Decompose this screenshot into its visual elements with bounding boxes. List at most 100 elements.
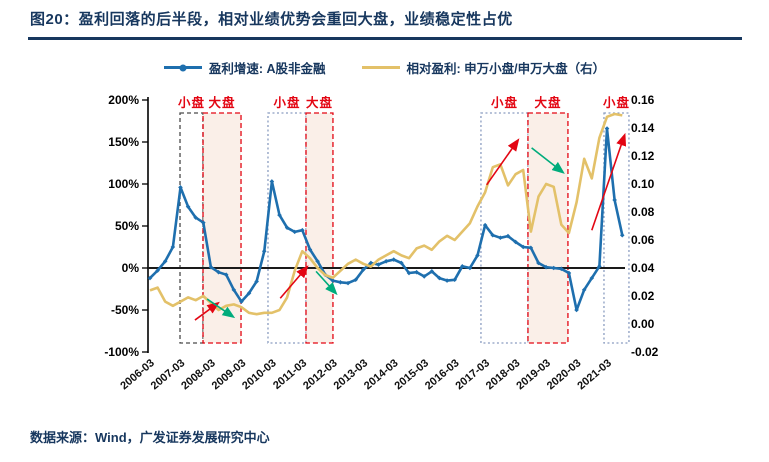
left-axis-tick-label: -100% (104, 345, 139, 359)
right-axis-tick-label: 0.16 (631, 93, 655, 107)
region-box (480, 112, 529, 344)
profit-growth-marker (520, 244, 526, 250)
profit-growth-marker (551, 265, 557, 271)
left-axis-tick-label: 0% (122, 261, 140, 275)
right-axis-tick-label: 0.06 (631, 233, 655, 247)
profit-growth-marker (437, 275, 442, 281)
profit-growth-marker (178, 185, 183, 190)
profit-growth-marker (170, 244, 176, 250)
region-box (179, 112, 204, 344)
profit-growth-marker (505, 233, 511, 239)
right-axis-tick-label: 0.00 (631, 317, 655, 331)
profit-growth-marker (155, 268, 160, 273)
profit-growth-marker (421, 274, 427, 279)
profit-growth-marker (254, 279, 259, 284)
profit-growth-marker (147, 275, 153, 281)
left-axis-tick-label: 100% (108, 177, 139, 191)
trend-arrow-red (591, 132, 627, 231)
right-axis-tick-label: 0.12 (631, 149, 655, 163)
profit-growth-marker (353, 277, 358, 283)
legend-item-1: 相对盈利: 申万小盘/申万大盘（右） (361, 58, 606, 77)
trend-arrow-red (486, 138, 520, 186)
region-box (527, 112, 569, 344)
profit-growth-marker (475, 253, 480, 258)
profit-growth-marker (452, 277, 457, 283)
x-axis-tick-label: 2010-03 (240, 357, 279, 392)
profit-growth-marker (261, 248, 267, 254)
profit-growth-marker (490, 232, 496, 238)
data-source: 数据来源：Wind，广发证券发展研究中心 (30, 430, 270, 445)
region-label: 小盘 (177, 95, 205, 110)
right-axis-tick-label: 0.10 (631, 177, 655, 191)
title-divider (28, 37, 742, 40)
trend-arrow-green (206, 298, 236, 319)
right-axis-tick-label: -0.02 (631, 345, 659, 359)
profit-growth-marker (597, 264, 602, 269)
right-axis-tick-label: 0.04 (631, 261, 655, 275)
legend-line-swatch (361, 66, 400, 69)
profit-growth-marker (399, 260, 404, 266)
profit-growth-marker (300, 227, 305, 233)
region-label: 大盘 (534, 95, 561, 110)
profit-growth-marker (482, 222, 488, 228)
x-axis-tick-label: 2021-03 (575, 357, 614, 392)
legend-item-0: 盈利增速: A股非金融 (163, 58, 326, 77)
left-axis-tick-label: 200% (108, 93, 139, 107)
right-axis-tick-label: 0.08 (631, 205, 655, 219)
profit-growth-marker (201, 220, 206, 225)
profit-growth-marker (589, 275, 595, 281)
profit-growth-marker (391, 257, 397, 262)
right-axis-tick-label: 0.14 (631, 121, 655, 135)
trend-arrow-green (531, 147, 565, 174)
profit-growth-marker (368, 260, 374, 266)
profit-growth-marker (528, 245, 534, 251)
profit-growth-marker (307, 247, 313, 252)
region-label: 大盘 (306, 95, 333, 110)
profit-growth-marker (360, 267, 366, 272)
profit-growth-marker (619, 232, 625, 238)
profit-growth-marker (612, 197, 617, 203)
profit-growth-marker (239, 299, 244, 304)
left-axis-tick-label: 50% (115, 219, 139, 233)
profit-growth-marker (383, 258, 389, 264)
region-label: 大盘 (209, 95, 236, 110)
profit-growth-marker (574, 307, 579, 313)
legend-marker-dot (179, 64, 187, 71)
profit-growth-marker (467, 265, 473, 271)
right-axis-tick-label: 0.02 (631, 289, 655, 303)
trend-arrow-green (315, 270, 338, 296)
left-axis-tick-label: 150% (108, 135, 139, 149)
profit-growth-marker (459, 264, 465, 269)
profit-growth-marker (444, 278, 450, 283)
region-label: 小盘 (602, 95, 630, 110)
profit-growth-marker (185, 204, 191, 209)
profit-growth-marker (231, 287, 237, 293)
profit-growth-marker (406, 270, 412, 276)
legend-label: 盈利增速: A股非金融 (208, 62, 326, 76)
profit-growth-marker (543, 264, 549, 270)
region-box (603, 112, 630, 344)
profit-growth-marker (193, 215, 199, 220)
profit-growth-marker (566, 270, 572, 276)
legend-label: 相对盈利: 申万小盘/申万大盘（右） (406, 62, 606, 76)
profit-growth-marker (581, 287, 587, 293)
profit-growth-marker (536, 260, 541, 266)
profit-growth-marker (292, 229, 298, 235)
profit-growth-marker (513, 239, 518, 245)
profit-growth-marker (246, 290, 252, 296)
profit-growth-marker (604, 126, 610, 131)
profit-growth-marker (345, 280, 351, 286)
figure-title: 图20：盈利回落的后半段，相对业绩优势会重回大盘，业绩稳定性占优 (30, 11, 513, 28)
relative-profit-line (149, 112, 623, 316)
left-axis-tick-label: -50% (111, 303, 139, 317)
profit-growth-marker (269, 179, 275, 184)
profit-growth-marker (315, 258, 320, 264)
profit-growth-marker (330, 278, 336, 283)
region-box (305, 112, 334, 344)
profit-growth-marker (429, 269, 435, 274)
profit-growth-marker (498, 235, 503, 241)
trend-arrow-red (194, 301, 220, 321)
profit-growth-marker (162, 258, 168, 264)
